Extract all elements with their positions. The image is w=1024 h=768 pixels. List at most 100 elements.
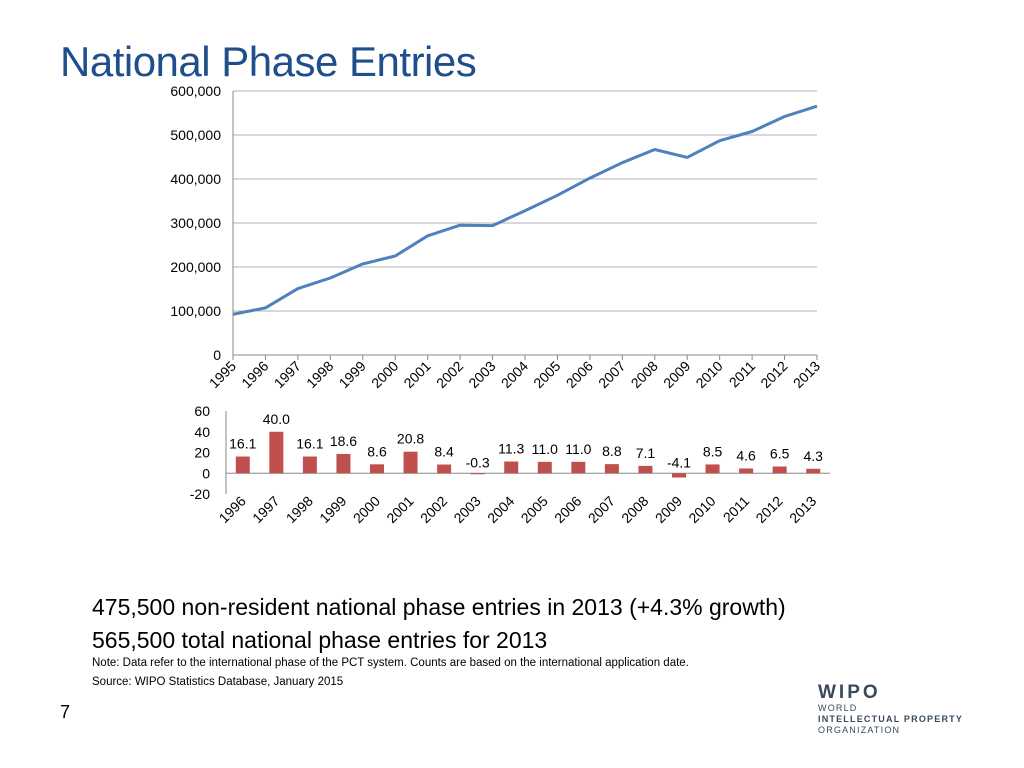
wipo-logo-line-1: WORLD <box>818 703 858 713</box>
bar-y-tick-label: -20 <box>190 486 210 502</box>
bar-x-tick-label: 2002 <box>417 493 450 526</box>
bar-x-tick-label: 2003 <box>450 493 483 526</box>
line-x-tick-label: 1995 <box>206 358 239 391</box>
bar-x-tick-label: 2010 <box>685 493 718 526</box>
page-title: National Phase Entries <box>60 38 477 85</box>
bar-x-tick-label: 2007 <box>585 493 618 526</box>
line-x-tick-label: 1997 <box>271 358 304 391</box>
bar <box>806 468 821 474</box>
charts-canvas: 0 100,000 200,000 300,000 400,000 500,000 600,… <box>170 83 830 526</box>
bar-data-label: 6.5 <box>770 446 790 462</box>
bar <box>269 431 284 474</box>
note-text: Note: Data refer to the international ph… <box>92 657 689 669</box>
bar-x-tick-label: 2001 <box>383 493 416 526</box>
line-x-tick-label: 2010 <box>692 358 725 391</box>
line-y-tick-label: 100,000 <box>170 303 221 319</box>
bar <box>302 456 317 474</box>
bar-x-tick-label: 2013 <box>786 493 819 526</box>
bar <box>705 464 720 474</box>
bar <box>370 464 384 474</box>
line-x-tick-label: 2009 <box>660 358 693 391</box>
bar-x-tick-label: 1998 <box>283 493 316 526</box>
line-x-tick-label: 2013 <box>790 358 823 391</box>
bar-data-label: 8.4 <box>434 444 454 460</box>
line-chart: 0 100,000 200,000 300,000 400,000 500,000 600,… <box>170 83 823 391</box>
bar <box>638 465 653 474</box>
line-series <box>232 104 818 316</box>
line-x-tick-label: 2006 <box>563 358 596 391</box>
bar-x-tick-label: 1997 <box>249 493 282 526</box>
line-x-tick-label: 2005 <box>530 358 563 391</box>
line-x-tick-label: 2001 <box>400 358 433 391</box>
bar-data-label: -0.3 <box>466 454 490 470</box>
bar <box>437 464 452 474</box>
bar <box>336 453 351 474</box>
wipo-logo-line-3: ORGANIZATION <box>818 725 901 735</box>
line-x-tick-label: 2008 <box>628 358 661 391</box>
bar-data-label: 18.6 <box>330 433 357 449</box>
bar <box>739 468 754 474</box>
bar-y-tick-label: 40 <box>194 424 210 440</box>
bar-x-tick-label: 2005 <box>518 493 551 526</box>
line-y-tick-label: 400,000 <box>170 171 221 187</box>
bar-data-label: 4.3 <box>803 448 823 464</box>
bar-data-label: 11.0 <box>532 441 558 457</box>
line-x-tick-label: 1999 <box>336 358 369 391</box>
bar <box>235 456 250 474</box>
line-y-tick-label: 600,000 <box>170 83 221 99</box>
bar <box>772 466 787 474</box>
bar-data-label: 16.1 <box>296 436 323 452</box>
bar <box>537 461 552 474</box>
bar-x-tick-label: 2006 <box>551 493 584 526</box>
line-x-tick-label: 2004 <box>498 358 531 391</box>
bar <box>403 451 418 474</box>
line-x-tick-label: 2003 <box>465 358 498 391</box>
bar-x-tick-label: 2008 <box>618 493 651 526</box>
line-x-tick-label: 1998 <box>303 358 336 391</box>
bar-data-label: 8.5 <box>703 443 723 459</box>
wipo-logo-word: WIPO <box>818 682 881 703</box>
line-x-tick-label: 2000 <box>368 358 401 391</box>
bar-data-label: 8.8 <box>602 443 622 459</box>
bar-x-tick-label: 1996 <box>216 493 249 526</box>
bar-data-label: 16.1 <box>229 436 256 452</box>
bar-x-tick-label: 2009 <box>652 493 685 526</box>
line-x-tick-label: 2002 <box>433 358 466 391</box>
bar-y-tick-label: 60 <box>194 403 210 419</box>
summary-total: 565,500 total national phase entries for… <box>92 627 548 653</box>
bar-y-tick-label: 20 <box>194 445 210 461</box>
bar-chart: -20 0 20 40 60 16.1 1996 40.0 1997 16.1 1998 18.6 19… <box>190 403 830 526</box>
bar-x-tick-label: 2000 <box>350 493 383 526</box>
bar <box>571 461 586 474</box>
bar-x-tick-label: 2012 <box>752 493 785 526</box>
wipo-logo-line-2: INTELLECTUAL PROPERTY <box>818 714 964 724</box>
line-x-tick-label: 2011 <box>726 358 759 391</box>
bar-data-label: 40.0 <box>263 411 290 427</box>
summary-nonresident: 475,500 non-resident national phase entr… <box>92 594 786 620</box>
line-x-tick-label: 2012 <box>757 358 790 391</box>
bar-x-tick-label: 1999 <box>316 493 349 526</box>
line-y-tick-label: 0 <box>213 347 221 363</box>
bar-data-label: 11.0 <box>565 441 591 457</box>
wipo-logo: WIPO WORLD INTELLECTUAL PROPERTY ORGANIZ… <box>818 683 963 736</box>
bar <box>672 473 686 478</box>
source-text: Source: WIPO Statistics Database, Januar… <box>92 676 344 688</box>
bar-data-label: 8.6 <box>367 443 387 459</box>
bar <box>470 473 485 475</box>
bar <box>504 461 519 474</box>
bar-x-tick-label: 2004 <box>484 493 517 526</box>
line-x-tick-label: 1996 <box>238 358 271 391</box>
line-y-tick-label: 200,000 <box>170 259 221 275</box>
bar-data-label: -4.1 <box>667 454 691 470</box>
line-y-tick-label: 300,000 <box>170 215 221 231</box>
line-x-tick-label: 2007 <box>595 358 628 391</box>
bar-x-tick-label: 2011 <box>720 493 753 526</box>
line-y-tick-label: 500,000 <box>170 127 221 143</box>
bar-data-label: 20.8 <box>397 431 424 447</box>
bar-data-label: 7.1 <box>636 445 656 461</box>
bar-data-label: 11.3 <box>498 441 524 457</box>
bar-data-label: 4.6 <box>736 447 756 463</box>
slide-number: 7 <box>60 702 71 722</box>
bar-y-tick-label: 0 <box>202 465 210 481</box>
bar <box>604 464 619 474</box>
